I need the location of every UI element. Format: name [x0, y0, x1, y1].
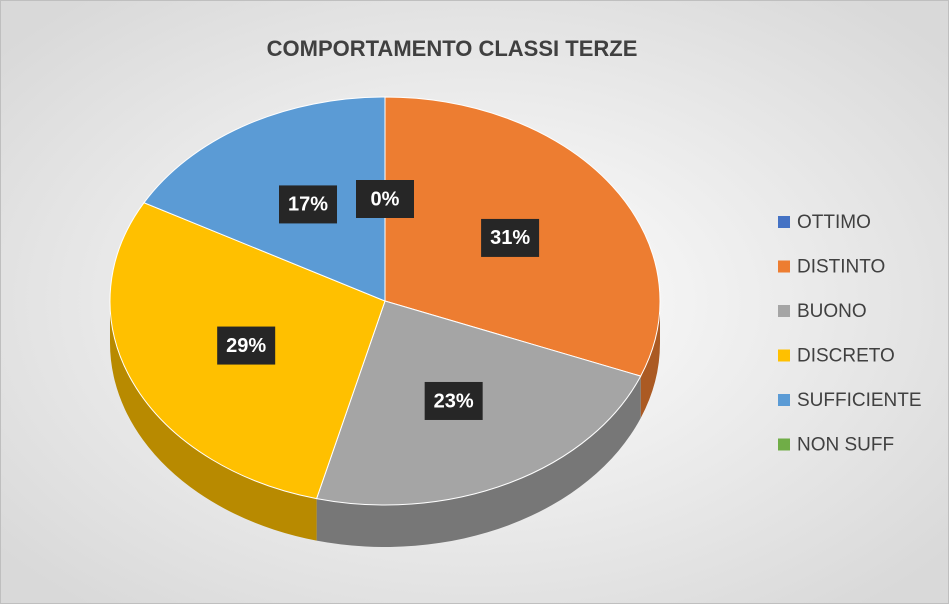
legend-swatch	[778, 216, 790, 228]
slice-side	[316, 376, 641, 547]
legend-swatch	[778, 438, 790, 451]
data-label-box	[356, 180, 414, 218]
chart-title: COMPORTAMENTO CLASSI TERZE	[267, 36, 638, 61]
data-labels: 0% 31% 23% 29% 17%	[217, 180, 540, 420]
legend-swatch	[778, 394, 790, 406]
data-label: 0%	[371, 188, 400, 210]
data-label-box	[217, 326, 276, 365]
pie-sides	[110, 301, 660, 547]
legend-swatch	[778, 260, 790, 273]
legend-swatch	[778, 349, 790, 362]
legend-label: DISCRETO	[797, 346, 895, 367]
pie-tops	[109, 96, 661, 506]
legend-swatch	[778, 305, 790, 317]
legend-label: OTTIMO	[797, 212, 871, 233]
data-label: 31%	[490, 227, 530, 249]
slice-side	[640, 301, 660, 419]
legend-label: NON SUFF	[797, 435, 894, 456]
legend-label: BUONO	[797, 301, 867, 322]
slice-side	[110, 301, 317, 541]
data-label-box	[279, 185, 338, 224]
slice	[143, 96, 386, 302]
legend-label: SUFFICIENTE	[797, 390, 922, 411]
data-label-box	[481, 218, 540, 257]
legend-label: DISTINTO	[797, 257, 885, 278]
data-label-box	[424, 381, 483, 420]
data-label: 17%	[288, 194, 328, 216]
legend: OTTIMO DISTINTO BUONO DISCRETO SUFFICIENTE NO…	[778, 212, 922, 456]
data-label: 29%	[226, 335, 266, 357]
data-label: 23%	[434, 390, 474, 412]
